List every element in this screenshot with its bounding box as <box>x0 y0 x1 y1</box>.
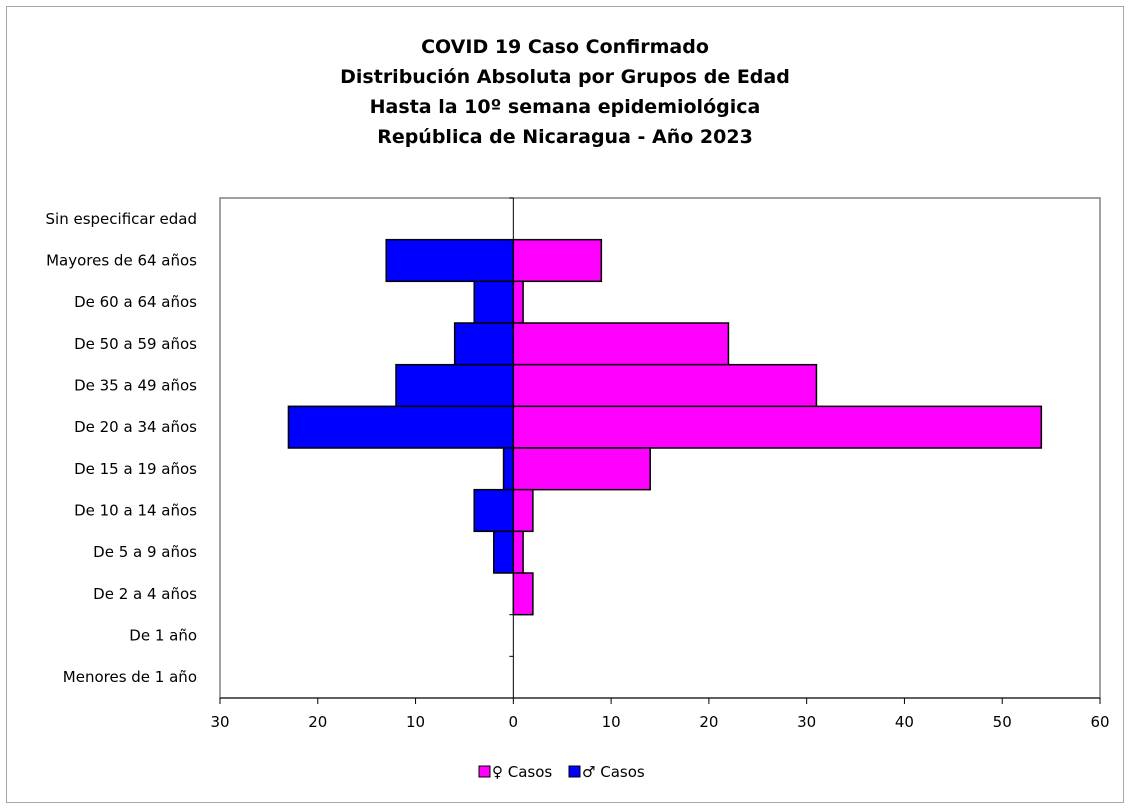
bar-female-7 <box>512 447 651 491</box>
bar-female-2 <box>512 238 603 283</box>
bar-female-5 <box>512 363 818 408</box>
x-tick-label: 20 <box>308 713 327 731</box>
chart-frame: COVID 19 Caso Confirmado Distribución Abs… <box>6 6 1124 803</box>
bar-female-6 <box>512 405 1043 449</box>
legend-swatch-2 <box>568 765 581 778</box>
category-label: De 50 a 59 años <box>74 335 197 353</box>
bar-male-2 <box>385 238 515 283</box>
bar-female-10 <box>512 572 534 616</box>
x-tick-label: 60 <box>1090 713 1109 731</box>
x-tick-label: 10 <box>602 713 621 731</box>
x-axis-ticks: 30 20 10 0 10 20 30 40 50 60 <box>210 698 1110 731</box>
population-pyramid-chart: COVID 19 Caso Confirmado Distribución Abs… <box>46 36 1110 781</box>
x-tick-label: 30 <box>797 713 816 731</box>
x-tick-label: 20 <box>699 713 718 731</box>
category-label: De 2 a 4 años <box>93 585 197 603</box>
chart-title: COVID 19 Caso Confirmado Distribución Abs… <box>340 36 790 148</box>
legend-swatch-1 <box>478 765 491 778</box>
category-label: De 35 a 49 años <box>74 377 197 395</box>
x-tick-label: 40 <box>895 713 914 731</box>
bar-male-8 <box>473 488 515 533</box>
x-tick-label: 10 <box>406 713 425 731</box>
category-label: De 10 a 14 años <box>74 502 197 520</box>
legend: ♀ Casos ♂ Casos <box>478 763 645 781</box>
category-label: De 60 a 64 años <box>74 293 197 311</box>
bar-male-9 <box>493 530 515 574</box>
bar-female-4 <box>512 322 730 366</box>
category-labels: Sin especificar edad Mayores de 64 años De… <box>46 210 198 686</box>
category-label: De 20 a 34 años <box>74 418 197 436</box>
bar-male-4 <box>453 322 515 366</box>
bar-female-8 <box>512 488 534 533</box>
chart-title-line-3: Hasta la 10º semana epidemiológica <box>370 96 761 118</box>
legend-label-2: ♂ Casos <box>582 763 645 781</box>
category-label: Sin especificar edad <box>46 210 197 228</box>
bars <box>287 197 1043 657</box>
bar-male-5 <box>395 363 515 408</box>
x-tick-label: 50 <box>993 713 1012 731</box>
bar-male-7 <box>502 447 515 491</box>
x-tick-label: 30 <box>210 713 229 731</box>
chart-title-line-4: República de Nicaragua - Año 2023 <box>377 126 753 148</box>
x-tick-label: 0 <box>509 713 519 731</box>
bar-female-9 <box>512 530 524 574</box>
category-label: Mayores de 64 años <box>46 252 197 270</box>
chart-title-line-1: COVID 19 Caso Confirmado <box>421 36 709 58</box>
bar-male-3 <box>473 280 515 324</box>
chart-title-line-2: Distribución Absoluta por Grupos de Edad <box>340 66 790 88</box>
bar-male-6 <box>287 405 515 449</box>
category-label: De 5 a 9 años <box>93 543 197 561</box>
category-label: Menores de 1 año <box>63 668 197 686</box>
category-label: De 15 a 19 años <box>74 460 197 478</box>
legend-label-1: ♀ Casos <box>492 763 552 781</box>
category-label: De 1 año <box>129 627 197 645</box>
bar-female-3 <box>512 280 524 324</box>
